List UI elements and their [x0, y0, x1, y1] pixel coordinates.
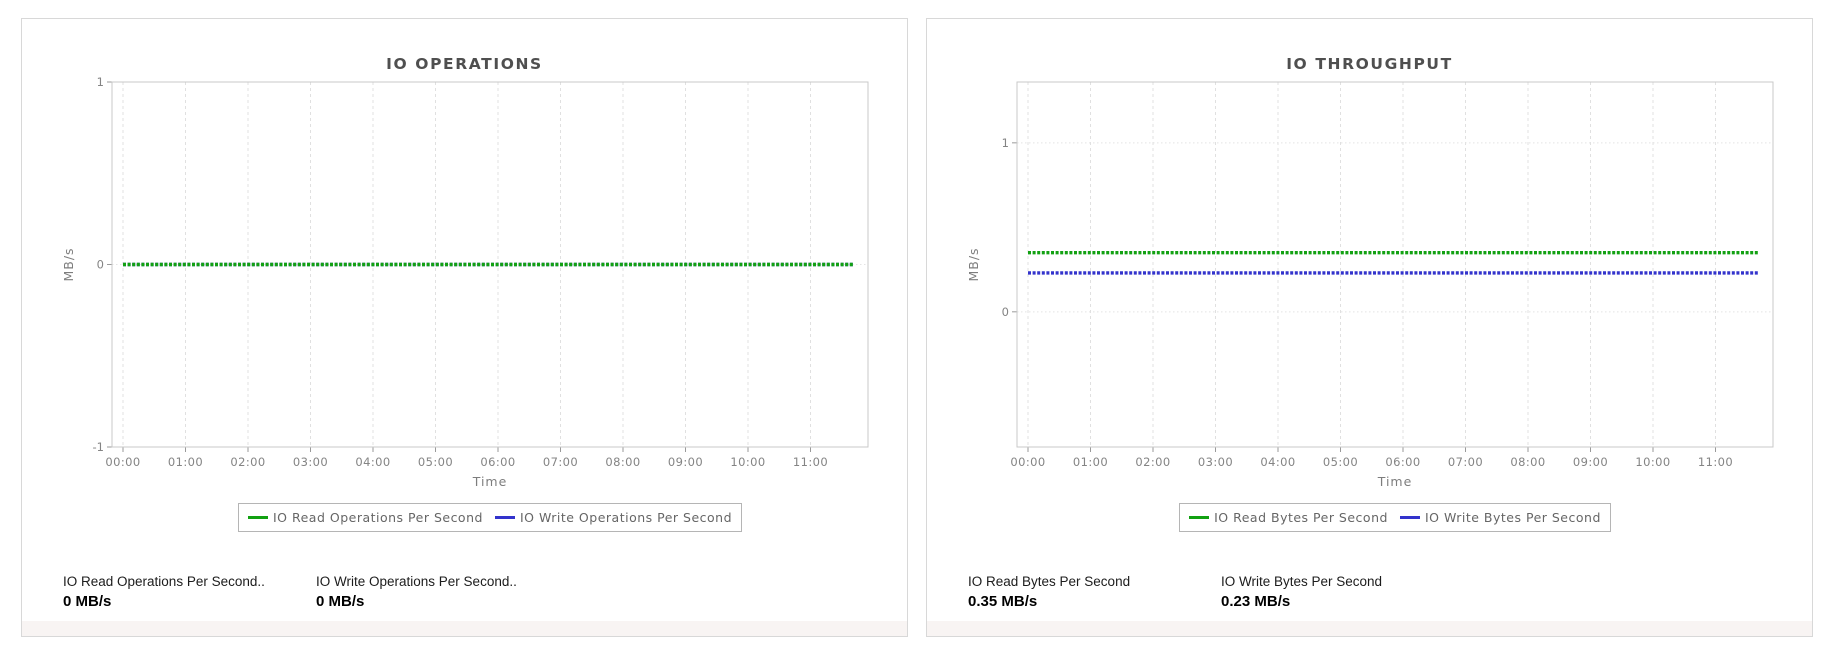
- x-axis-label: Time: [472, 474, 508, 489]
- stat-value: 0.35 MB/s: [968, 593, 1038, 610]
- io-throughput-panel: IO THROUGHPUT 00:00 01:00 02:00 03:00 04:00 0…: [926, 18, 1813, 637]
- io-operations-chart: 00:00 01:00 02:00 03:00 04:00 05:00 06:00 07:00…: [61, 75, 869, 489]
- stat-read-bytes: IO Read Bytes Per Second 0.35 MB/s: [968, 574, 1221, 610]
- x-tick-label: 11:00: [793, 455, 828, 469]
- legend-label: IO Read Operations Per Second: [272, 510, 483, 525]
- y-tick-label: 0: [1002, 305, 1009, 319]
- x-tick-label: 05:00: [418, 455, 453, 469]
- x-tick-label: 04:00: [1260, 455, 1295, 469]
- x-tick-label: 06:00: [1385, 455, 1420, 469]
- legend-label: IO Read Bytes Per Second: [1214, 510, 1388, 525]
- y-tick-label: -1: [93, 440, 104, 454]
- x-tick-label: 10:00: [1635, 455, 1670, 469]
- write-series-swatch-icon: [494, 516, 515, 519]
- x-tick-label: 05:00: [1323, 455, 1358, 469]
- legend-item-read[interactable]: IO Read Bytes Per Second: [1189, 510, 1388, 525]
- legend-label: IO Write Operations Per Second: [519, 510, 733, 525]
- y-axis-label: MB/s: [966, 247, 981, 281]
- x-tick-label: 00:00: [1010, 455, 1045, 469]
- stat-label: IO Write Operations Per Second..: [316, 574, 517, 589]
- stat-label: IO Read Operations Per Second..: [63, 574, 265, 589]
- chart-title: IO THROUGHPUT: [1286, 55, 1453, 73]
- stat-read-operations: IO Read Operations Per Second.. 0 MB/s: [63, 574, 316, 610]
- x-tick-label: 08:00: [605, 455, 640, 469]
- legend-item-write[interactable]: IO Write Bytes Per Second: [1399, 510, 1601, 525]
- y-axis-label: MB/s: [61, 247, 76, 281]
- x-tick-label: 03:00: [1198, 455, 1233, 469]
- io-operations-panel: IO OPERATIONS 00:00 01:00 02:00 03:00 04:00 0…: [21, 18, 908, 637]
- x-tick-label: 02:00: [230, 455, 265, 469]
- x-tick-label: 07:00: [1448, 455, 1483, 469]
- y-tick-label: 0: [97, 258, 104, 272]
- legend-item-write[interactable]: IO Write Operations Per Second: [494, 510, 733, 525]
- panel-footer-strip: [22, 621, 907, 636]
- stats-row: IO Read Bytes Per Second 0.35 MB/s IO Wr…: [968, 574, 1474, 610]
- panel-footer-strip: [927, 621, 1812, 636]
- legend: IO Read Bytes Per Second IO Write Bytes …: [1017, 503, 1773, 532]
- stat-label: IO Write Bytes Per Second: [1221, 574, 1383, 589]
- x-tick-label: 09:00: [1573, 455, 1608, 469]
- stat-value: 0 MB/s: [316, 593, 365, 610]
- y-tick-label: 1: [97, 75, 104, 89]
- legend: IO Read Operations Per Second IO Write O…: [112, 503, 868, 532]
- write-series-swatch-icon: [1399, 516, 1420, 519]
- x-tick-label: 03:00: [293, 455, 328, 469]
- stat-label: IO Read Bytes Per Second: [968, 574, 1131, 589]
- x-tick-label: 08:00: [1510, 455, 1545, 469]
- stat-write-bytes: IO Write Bytes Per Second 0.23 MB/s: [1221, 574, 1474, 610]
- x-tick-label: 04:00: [355, 455, 390, 469]
- plot-frame: [111, 81, 869, 448]
- x-tick-label: 11:00: [1698, 455, 1733, 469]
- x-tick-label: 09:00: [668, 455, 703, 469]
- stats-row: IO Read Operations Per Second.. 0 MB/s I…: [63, 574, 569, 610]
- stat-value: 0.23 MB/s: [1221, 593, 1291, 610]
- chart-title: IO OPERATIONS: [386, 55, 543, 73]
- y-tick-label: 1: [1002, 136, 1009, 150]
- x-axis-label: Time: [1377, 474, 1413, 489]
- x-tick-label: 02:00: [1135, 455, 1170, 469]
- plot-frame: [1016, 81, 1774, 448]
- legend-label: IO Write Bytes Per Second: [1424, 510, 1601, 525]
- io-throughput-chart: 00:00 01:00 02:00 03:00 04:00 05:00 06:00 07:00…: [966, 81, 1774, 489]
- read-series-swatch-icon: [1189, 516, 1210, 519]
- x-tick-label: 10:00: [730, 455, 765, 469]
- x-tick-label: 01:00: [168, 455, 203, 469]
- x-tick-label: 06:00: [480, 455, 515, 469]
- legend-item-read[interactable]: IO Read Operations Per Second: [247, 510, 483, 525]
- x-tick-label: 07:00: [543, 455, 578, 469]
- read-series-swatch-icon: [247, 516, 268, 519]
- x-tick-label: 00:00: [105, 455, 140, 469]
- stat-value: 0 MB/s: [63, 593, 112, 610]
- x-tick-label: 01:00: [1073, 455, 1108, 469]
- stat-write-operations: IO Write Operations Per Second.. 0 MB/s: [316, 574, 569, 610]
